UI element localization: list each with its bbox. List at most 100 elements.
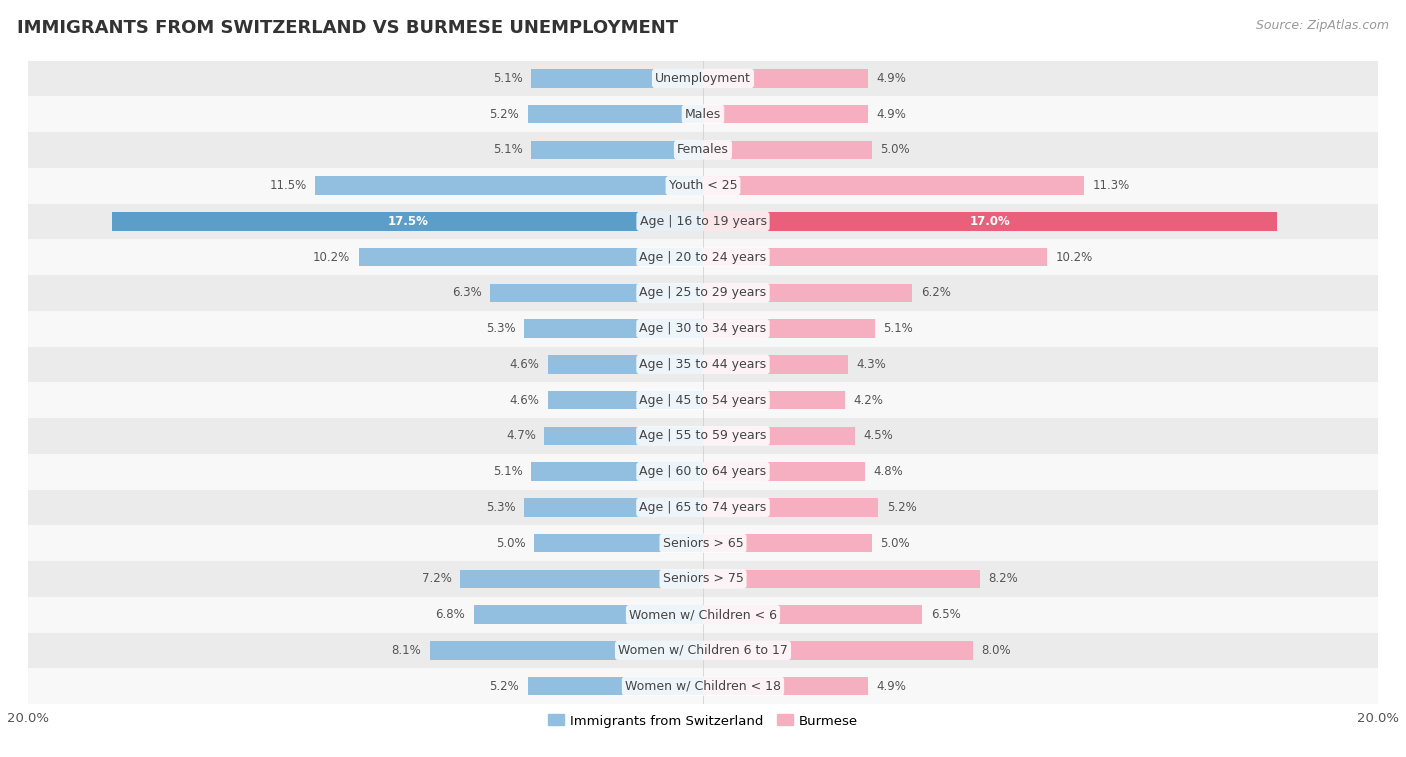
Bar xyxy=(430,641,703,659)
Bar xyxy=(703,69,869,88)
Bar xyxy=(703,534,872,553)
Bar xyxy=(315,176,703,195)
Bar xyxy=(703,606,922,624)
Bar xyxy=(703,141,872,159)
Text: 8.0%: 8.0% xyxy=(981,644,1011,657)
Text: 6.5%: 6.5% xyxy=(931,608,960,621)
Bar xyxy=(703,284,912,302)
Bar xyxy=(703,677,869,696)
Text: 5.0%: 5.0% xyxy=(880,143,910,157)
Bar xyxy=(703,391,845,410)
Text: Youth < 25: Youth < 25 xyxy=(669,179,737,192)
Text: 5.1%: 5.1% xyxy=(492,72,523,85)
Bar xyxy=(28,311,1378,347)
Bar xyxy=(703,248,1047,266)
Text: 8.1%: 8.1% xyxy=(391,644,422,657)
Text: Age | 45 to 54 years: Age | 45 to 54 years xyxy=(640,394,766,407)
Text: 11.3%: 11.3% xyxy=(1092,179,1130,192)
Bar xyxy=(703,463,865,481)
Bar xyxy=(524,498,703,517)
Text: Women w/ Children < 6: Women w/ Children < 6 xyxy=(628,608,778,621)
Text: Age | 65 to 74 years: Age | 65 to 74 years xyxy=(640,501,766,514)
Text: Seniors > 65: Seniors > 65 xyxy=(662,537,744,550)
Bar xyxy=(703,569,980,588)
Bar xyxy=(28,132,1378,168)
Text: 17.0%: 17.0% xyxy=(970,215,1010,228)
Text: Age | 30 to 34 years: Age | 30 to 34 years xyxy=(640,322,766,335)
Text: 11.5%: 11.5% xyxy=(270,179,307,192)
Bar xyxy=(703,355,848,374)
Bar xyxy=(703,176,1084,195)
Text: Age | 55 to 59 years: Age | 55 to 59 years xyxy=(640,429,766,442)
Bar xyxy=(474,606,703,624)
Bar xyxy=(28,633,1378,668)
Text: Age | 60 to 64 years: Age | 60 to 64 years xyxy=(640,465,766,478)
Text: 8.2%: 8.2% xyxy=(988,572,1018,585)
Text: Age | 35 to 44 years: Age | 35 to 44 years xyxy=(640,358,766,371)
Bar xyxy=(28,239,1378,275)
Text: Males: Males xyxy=(685,107,721,120)
Bar xyxy=(460,569,703,588)
Text: 4.6%: 4.6% xyxy=(509,358,540,371)
Text: 4.9%: 4.9% xyxy=(877,72,907,85)
Text: 5.3%: 5.3% xyxy=(486,501,516,514)
Text: 4.6%: 4.6% xyxy=(509,394,540,407)
Text: 7.2%: 7.2% xyxy=(422,572,451,585)
Bar xyxy=(544,427,703,445)
Bar xyxy=(28,61,1378,96)
Bar xyxy=(28,490,1378,525)
Bar xyxy=(112,212,703,231)
Bar xyxy=(28,597,1378,633)
Text: 5.3%: 5.3% xyxy=(486,322,516,335)
Bar xyxy=(28,168,1378,204)
Text: 6.2%: 6.2% xyxy=(921,286,950,300)
Bar xyxy=(531,69,703,88)
Text: 6.8%: 6.8% xyxy=(436,608,465,621)
Text: IMMIGRANTS FROM SWITZERLAND VS BURMESE UNEMPLOYMENT: IMMIGRANTS FROM SWITZERLAND VS BURMESE U… xyxy=(17,19,678,37)
Bar xyxy=(703,498,879,517)
Text: 4.5%: 4.5% xyxy=(863,429,893,442)
Text: 5.0%: 5.0% xyxy=(880,537,910,550)
Text: Unemployment: Unemployment xyxy=(655,72,751,85)
Bar xyxy=(534,534,703,553)
Bar xyxy=(28,418,1378,453)
Bar xyxy=(703,212,1277,231)
Bar xyxy=(359,248,703,266)
Bar xyxy=(28,204,1378,239)
Bar xyxy=(524,319,703,338)
Text: 5.2%: 5.2% xyxy=(489,680,519,693)
Text: Females: Females xyxy=(678,143,728,157)
Legend: Immigrants from Switzerland, Burmese: Immigrants from Switzerland, Burmese xyxy=(543,709,863,733)
Bar xyxy=(28,382,1378,418)
Bar xyxy=(703,427,855,445)
Bar xyxy=(703,105,869,123)
Bar xyxy=(703,319,875,338)
Text: 5.2%: 5.2% xyxy=(887,501,917,514)
Bar xyxy=(527,105,703,123)
Text: 5.1%: 5.1% xyxy=(883,322,914,335)
Text: 5.2%: 5.2% xyxy=(489,107,519,120)
Text: 4.7%: 4.7% xyxy=(506,429,536,442)
Text: Seniors > 75: Seniors > 75 xyxy=(662,572,744,585)
Bar xyxy=(548,391,703,410)
Bar xyxy=(28,668,1378,704)
Text: 4.9%: 4.9% xyxy=(877,680,907,693)
Text: 6.3%: 6.3% xyxy=(453,286,482,300)
Bar xyxy=(28,453,1378,490)
Text: 10.2%: 10.2% xyxy=(1056,251,1092,263)
Text: Age | 16 to 19 years: Age | 16 to 19 years xyxy=(640,215,766,228)
Text: Age | 25 to 29 years: Age | 25 to 29 years xyxy=(640,286,766,300)
Bar xyxy=(548,355,703,374)
Text: 4.9%: 4.9% xyxy=(877,107,907,120)
Bar xyxy=(703,641,973,659)
Text: 4.2%: 4.2% xyxy=(853,394,883,407)
Bar xyxy=(28,561,1378,597)
Text: 5.1%: 5.1% xyxy=(492,465,523,478)
Text: Age | 20 to 24 years: Age | 20 to 24 years xyxy=(640,251,766,263)
Bar xyxy=(531,141,703,159)
Text: 4.8%: 4.8% xyxy=(873,465,903,478)
Bar xyxy=(527,677,703,696)
Text: Source: ZipAtlas.com: Source: ZipAtlas.com xyxy=(1256,19,1389,32)
Bar xyxy=(531,463,703,481)
Text: 5.1%: 5.1% xyxy=(492,143,523,157)
